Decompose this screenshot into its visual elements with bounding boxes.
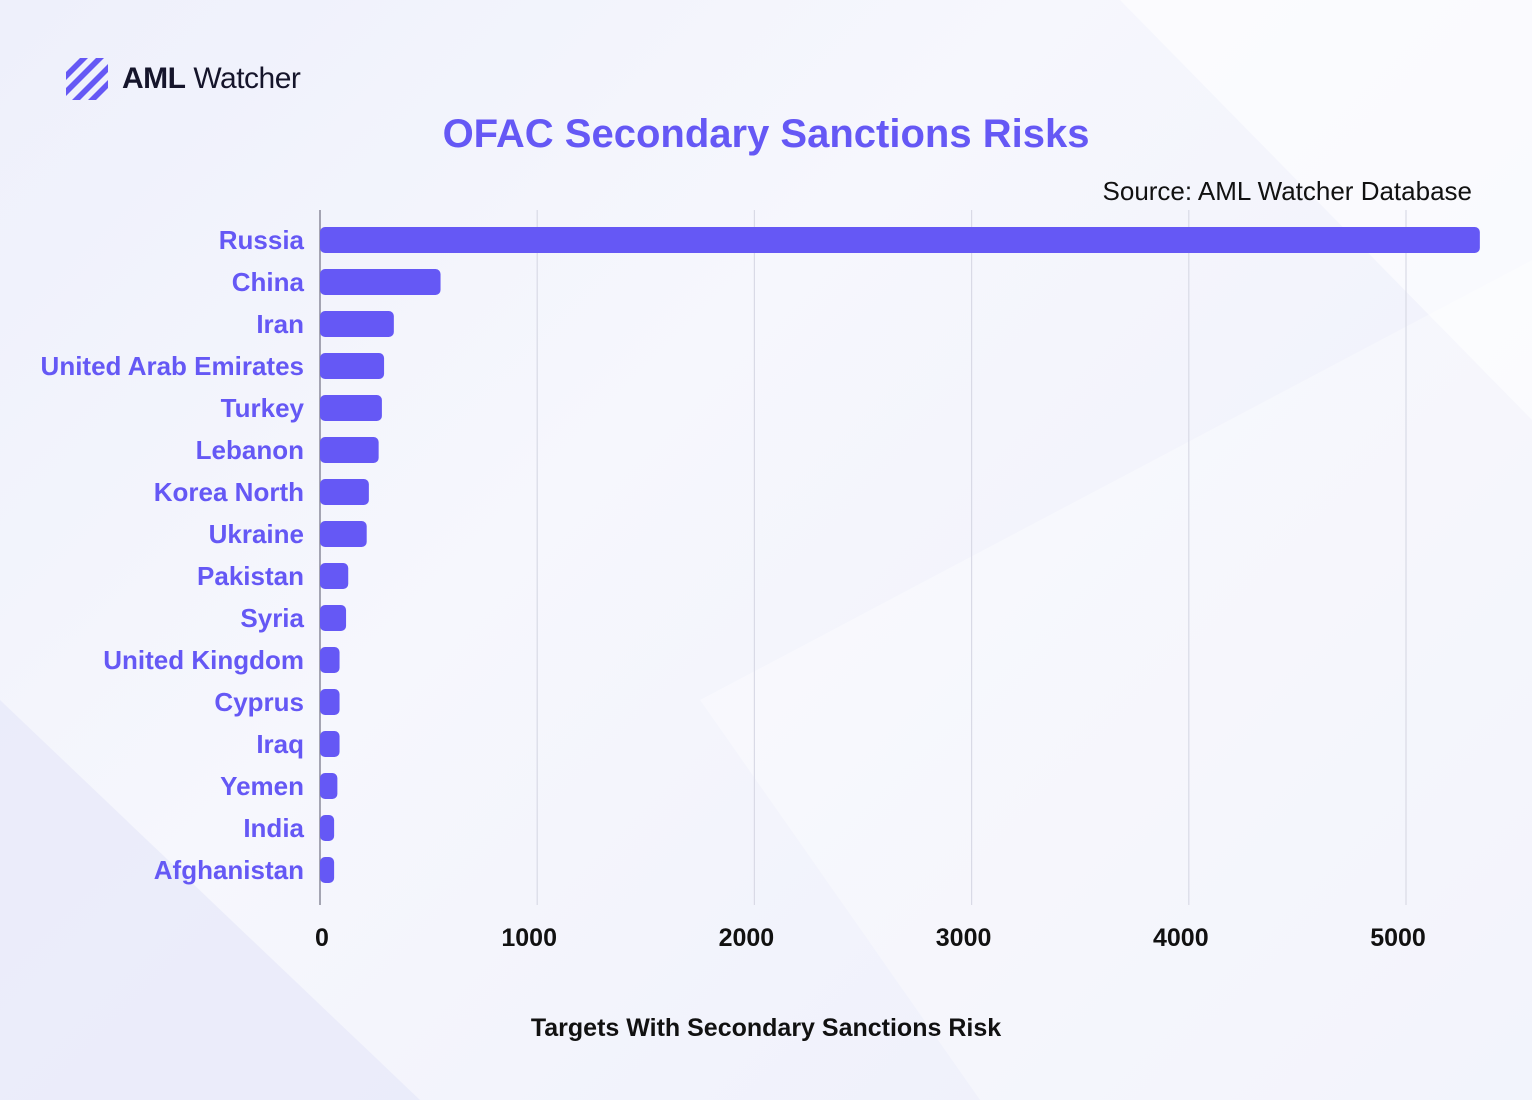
chart-title: OFAC Secondary Sanctions Risks bbox=[442, 112, 1090, 156]
x-tick-label-0: 0 bbox=[315, 924, 329, 952]
x-axis-label: Targets With Secondary Sanctions Risk bbox=[530, 1014, 1002, 1042]
bar-korea-north bbox=[320, 479, 369, 505]
category-label-syria: Syria bbox=[240, 603, 304, 633]
category-label-pakistan: Pakistan bbox=[197, 561, 304, 591]
bar-turkey bbox=[320, 395, 382, 421]
bar-ukraine bbox=[320, 521, 367, 547]
bar-iraq bbox=[320, 731, 340, 757]
x-tick-label-4000: 4000 bbox=[1153, 924, 1209, 952]
x-tick-label-3000: 3000 bbox=[936, 924, 992, 952]
x-tick-label-5000: 5000 bbox=[1370, 924, 1426, 952]
bar-pakistan bbox=[320, 563, 349, 589]
category-label-iraq: Iraq bbox=[256, 729, 304, 759]
category-label-russia: Russia bbox=[219, 225, 305, 255]
category-label-afghanistan: Afghanistan bbox=[154, 855, 304, 885]
bar-united-arab-emirates bbox=[320, 353, 385, 379]
chart-source-note: Source: AML Watcher Database bbox=[1102, 176, 1472, 206]
category-label-turkey: Turkey bbox=[221, 393, 305, 423]
category-label-united-kingdom: United Kingdom bbox=[103, 645, 304, 675]
logo-stripes-icon bbox=[66, 58, 108, 100]
x-tick-label-1000: 1000 bbox=[501, 924, 557, 952]
x-tick-label-2000: 2000 bbox=[719, 924, 775, 952]
category-label-ukraine: Ukraine bbox=[209, 519, 304, 549]
bar-cyprus bbox=[320, 689, 340, 715]
brand-logo: AML Watcher bbox=[66, 58, 301, 100]
category-label-iran: Iran bbox=[256, 309, 304, 339]
logo-wordmark: AML Watcher bbox=[122, 62, 301, 95]
bar-afghanistan bbox=[320, 857, 335, 883]
bar-lebanon bbox=[320, 437, 379, 463]
category-label-china: China bbox=[232, 267, 305, 297]
category-label-india: India bbox=[243, 813, 304, 843]
category-label-lebanon: Lebanon bbox=[196, 435, 304, 465]
category-label-cyprus: Cyprus bbox=[214, 687, 304, 717]
bar-india bbox=[320, 815, 335, 841]
category-label-united-arab-emirates: United Arab Emirates bbox=[41, 351, 304, 381]
bar-russia bbox=[320, 227, 1480, 253]
bar-china bbox=[320, 269, 441, 295]
category-label-korea-north: Korea North bbox=[154, 477, 304, 507]
bar-syria bbox=[320, 605, 347, 631]
bar-yemen bbox=[320, 773, 338, 799]
bar-iran bbox=[320, 311, 394, 337]
category-label-yemen: Yemen bbox=[220, 771, 304, 801]
bar-united-kingdom bbox=[320, 647, 340, 673]
